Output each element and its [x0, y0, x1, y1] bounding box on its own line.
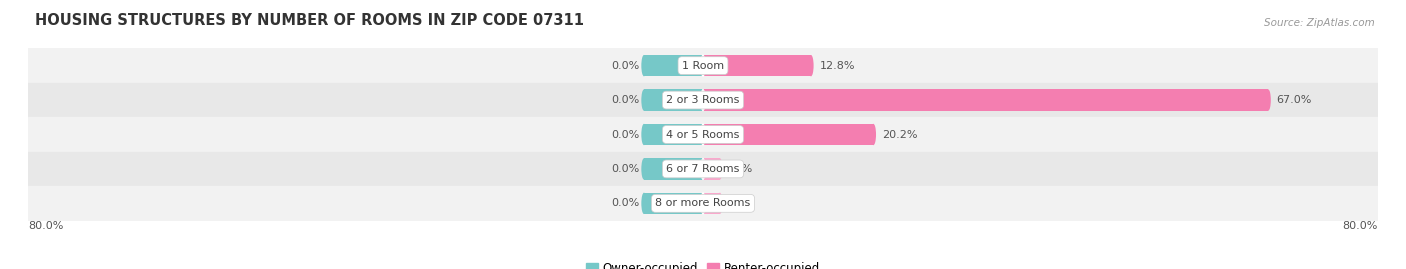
Circle shape — [700, 123, 706, 146]
Circle shape — [717, 193, 723, 214]
Legend: Owner-occupied, Renter-occupied: Owner-occupied, Renter-occupied — [581, 258, 825, 269]
Circle shape — [641, 89, 647, 111]
Text: 2 or 3 Rooms: 2 or 3 Rooms — [666, 95, 740, 105]
Circle shape — [700, 89, 706, 111]
Text: Source: ZipAtlas.com: Source: ZipAtlas.com — [1264, 18, 1375, 28]
Text: 20.2%: 20.2% — [882, 129, 917, 140]
Circle shape — [641, 158, 647, 180]
Text: 80.0%: 80.0% — [28, 221, 63, 231]
Bar — [644, 89, 703, 111]
Circle shape — [700, 192, 706, 215]
Text: 0.0%: 0.0% — [612, 129, 640, 140]
Text: HOUSING STRUCTURES BY NUMBER OF ROOMS IN ZIP CODE 07311: HOUSING STRUCTURES BY NUMBER OF ROOMS IN… — [35, 13, 583, 28]
Bar — [644, 193, 703, 214]
Text: 67.0%: 67.0% — [1277, 95, 1312, 105]
Text: 80.0%: 80.0% — [1343, 221, 1378, 231]
Bar — [703, 124, 873, 145]
Circle shape — [641, 193, 647, 214]
Text: 0.0%: 0.0% — [612, 95, 640, 105]
Text: 6 or 7 Rooms: 6 or 7 Rooms — [666, 164, 740, 174]
Circle shape — [700, 54, 706, 77]
Circle shape — [717, 158, 723, 180]
Circle shape — [641, 124, 647, 145]
Bar — [28, 117, 1378, 152]
Bar — [28, 83, 1378, 117]
Circle shape — [641, 55, 647, 76]
Bar — [28, 186, 1378, 221]
Text: 1 Room: 1 Room — [682, 61, 724, 71]
Bar — [703, 158, 720, 180]
Text: 0.0%: 0.0% — [612, 164, 640, 174]
Text: 0.0%: 0.0% — [724, 198, 752, 208]
Text: 12.8%: 12.8% — [820, 61, 855, 71]
Text: 0.0%: 0.0% — [612, 198, 640, 208]
Circle shape — [870, 124, 876, 145]
Text: 0.0%: 0.0% — [724, 164, 752, 174]
Circle shape — [808, 55, 814, 76]
Bar — [28, 48, 1378, 83]
Circle shape — [1265, 89, 1271, 111]
Bar — [644, 124, 703, 145]
Bar — [703, 55, 811, 76]
Text: 8 or more Rooms: 8 or more Rooms — [655, 198, 751, 208]
Circle shape — [700, 158, 706, 180]
Bar — [28, 152, 1378, 186]
Text: 4 or 5 Rooms: 4 or 5 Rooms — [666, 129, 740, 140]
Bar — [703, 89, 1268, 111]
Text: 0.0%: 0.0% — [612, 61, 640, 71]
Bar — [703, 193, 720, 214]
Bar — [644, 55, 703, 76]
Bar — [644, 158, 703, 180]
